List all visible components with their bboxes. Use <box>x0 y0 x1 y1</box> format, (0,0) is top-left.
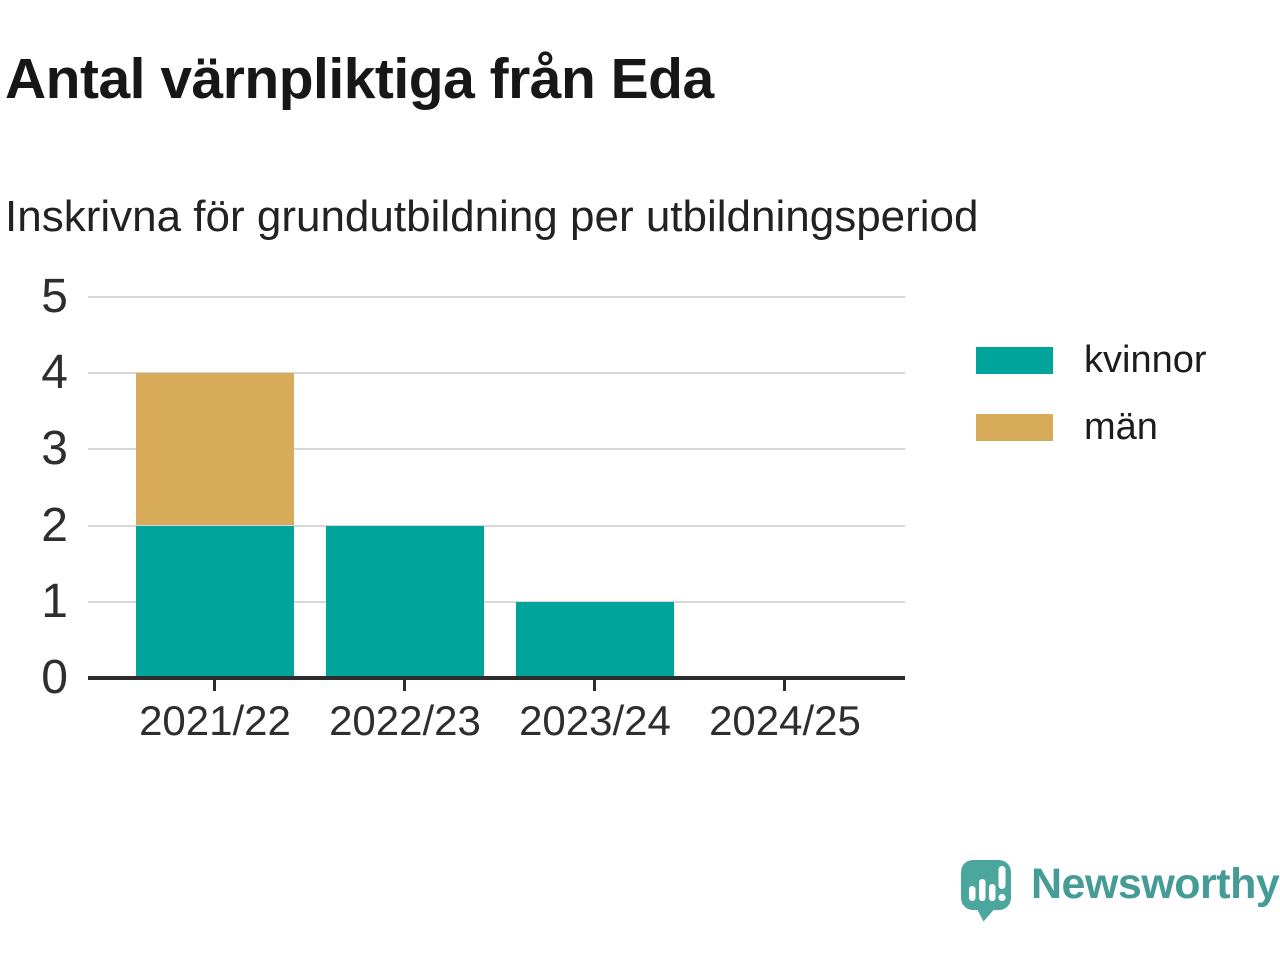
newsworthy-wordmark: Newsworthy <box>1031 859 1280 908</box>
bar-segment-kvinnor <box>326 526 484 678</box>
chart-subtitle: Inskrivna för grundutbildning per utbild… <box>5 192 979 241</box>
legend-label: män <box>1084 406 1158 448</box>
legend-swatch-kvinnor <box>976 346 1053 374</box>
x-axis-label: 2021/22 <box>139 697 291 744</box>
gridline-y4 <box>88 372 905 374</box>
newsworthy-brand: Newsworthy <box>960 859 1280 923</box>
legend-item-män: män <box>976 408 1207 446</box>
x-axis-tick <box>783 680 786 691</box>
bar-segment-män <box>136 373 294 525</box>
y-axis-label: 1 <box>41 575 68 628</box>
gridline-y1 <box>88 601 905 603</box>
gridline-y3 <box>88 448 905 450</box>
x-axis-line <box>88 676 905 680</box>
legend: kvinnor män <box>976 341 1207 446</box>
legend-swatch-män <box>976 413 1053 441</box>
bar-segment-kvinnor <box>136 526 294 678</box>
x-axis-label: 2023/24 <box>519 697 671 744</box>
y-axis-label: 0 <box>41 651 68 704</box>
gridline-y2 <box>88 525 905 527</box>
x-axis-label: 2022/23 <box>329 697 481 744</box>
gridline-y5 <box>88 296 905 298</box>
y-axis-label: 4 <box>41 346 68 399</box>
y-axis-label: 2 <box>41 499 68 552</box>
bar-segment-kvinnor <box>516 602 674 678</box>
x-axis-tick <box>593 680 596 691</box>
legend-label: kvinnor <box>1084 339 1207 381</box>
y-axis-label: 5 <box>41 270 68 323</box>
legend-item-kvinnor: kvinnor <box>976 341 1207 379</box>
x-axis-tick <box>403 680 406 691</box>
x-axis-label: 2024/25 <box>709 697 861 744</box>
y-axis-label: 3 <box>41 422 68 475</box>
newsworthy-logo-icon <box>961 860 1011 922</box>
chart-title: Antal värnpliktiga från Eda <box>5 47 714 111</box>
x-axis-tick <box>213 680 216 691</box>
